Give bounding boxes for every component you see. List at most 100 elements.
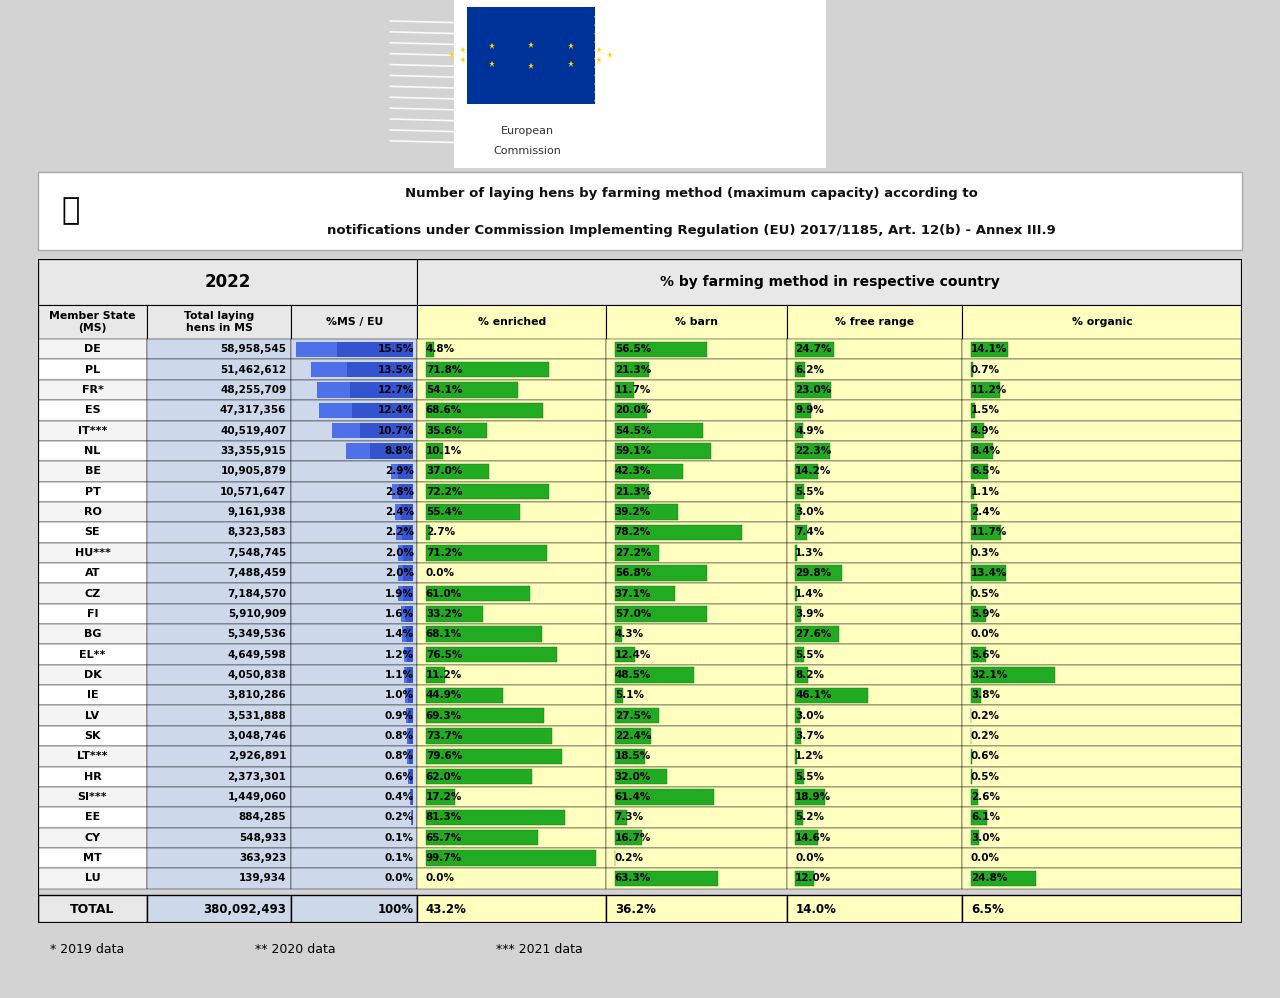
- Text: 0.5%: 0.5%: [970, 771, 1000, 781]
- Text: 0.6%: 0.6%: [385, 771, 413, 781]
- Bar: [38, 522, 147, 543]
- Bar: [38, 747, 147, 766]
- Text: 27.2%: 27.2%: [614, 548, 652, 558]
- Text: EE: EE: [84, 812, 100, 822]
- Text: 46.1%: 46.1%: [795, 691, 832, 701]
- Text: 0.0%: 0.0%: [970, 629, 1000, 640]
- Text: 12.4%: 12.4%: [614, 650, 652, 660]
- Bar: [404, 668, 412, 683]
- Bar: [403, 647, 412, 663]
- Bar: [614, 586, 675, 601]
- Bar: [417, 543, 607, 563]
- Bar: [398, 566, 412, 581]
- Bar: [404, 688, 408, 703]
- Bar: [147, 584, 291, 604]
- Bar: [291, 604, 417, 624]
- Bar: [426, 830, 538, 845]
- Bar: [38, 461, 147, 482]
- Bar: [426, 850, 596, 866]
- Bar: [38, 441, 147, 461]
- Text: 3.9%: 3.9%: [795, 609, 824, 619]
- Bar: [147, 304, 291, 339]
- Bar: [38, 895, 147, 923]
- Text: 0.7%: 0.7%: [970, 364, 1000, 374]
- Text: 54.1%: 54.1%: [426, 385, 462, 395]
- Bar: [291, 522, 417, 543]
- Text: 0.1%: 0.1%: [385, 853, 413, 863]
- Text: 55.4%: 55.4%: [426, 507, 462, 517]
- Text: 🐓: 🐓: [61, 197, 79, 226]
- Bar: [467, 7, 595, 104]
- Bar: [614, 789, 714, 804]
- Bar: [38, 685, 147, 706]
- Bar: [970, 606, 987, 622]
- Text: 24.7%: 24.7%: [795, 344, 832, 354]
- Bar: [347, 443, 370, 459]
- Text: 1.2%: 1.2%: [385, 650, 413, 660]
- Text: 20.0%: 20.0%: [614, 405, 652, 415]
- Bar: [38, 827, 147, 848]
- Bar: [291, 766, 417, 786]
- Bar: [787, 359, 963, 380]
- Bar: [607, 400, 787, 420]
- Text: SK: SK: [84, 731, 101, 741]
- Bar: [38, 645, 147, 665]
- Bar: [614, 443, 710, 459]
- Bar: [614, 341, 707, 357]
- Bar: [147, 380, 291, 400]
- Bar: [795, 362, 805, 377]
- Bar: [417, 895, 607, 923]
- Text: 37.0%: 37.0%: [426, 466, 462, 476]
- Bar: [963, 868, 1242, 888]
- Text: 5.6%: 5.6%: [970, 650, 1000, 660]
- Text: 2.9%: 2.9%: [385, 466, 413, 476]
- Bar: [607, 339, 787, 359]
- Bar: [417, 786, 607, 807]
- Bar: [426, 789, 456, 804]
- Text: 3,810,286: 3,810,286: [228, 691, 287, 701]
- Bar: [291, 807, 417, 827]
- Text: CZ: CZ: [84, 589, 101, 599]
- Bar: [291, 441, 417, 461]
- Text: 3.0%: 3.0%: [970, 832, 1000, 842]
- Bar: [963, 604, 1242, 624]
- Bar: [795, 566, 842, 581]
- Bar: [607, 624, 787, 645]
- Bar: [607, 895, 787, 923]
- Text: 21.3%: 21.3%: [614, 487, 652, 497]
- Bar: [401, 606, 404, 622]
- Bar: [963, 685, 1242, 706]
- Bar: [417, 747, 607, 766]
- Bar: [795, 688, 868, 703]
- Bar: [795, 668, 808, 683]
- Bar: [970, 668, 1055, 683]
- Bar: [38, 359, 147, 380]
- Text: 6.5%: 6.5%: [970, 903, 1004, 916]
- Bar: [291, 304, 417, 339]
- Bar: [787, 747, 963, 766]
- Bar: [970, 566, 1006, 581]
- Text: 40,519,407: 40,519,407: [220, 426, 287, 436]
- Bar: [795, 586, 797, 601]
- Text: Number of laying hens by farming method (maximum capacity) according to: Number of laying hens by farming method …: [404, 188, 978, 201]
- Bar: [787, 786, 963, 807]
- Bar: [607, 420, 787, 441]
- Bar: [614, 729, 652, 744]
- Text: 5,349,536: 5,349,536: [228, 629, 287, 640]
- Bar: [407, 729, 412, 744]
- Text: 1.0%: 1.0%: [385, 691, 413, 701]
- Text: 1.4%: 1.4%: [795, 589, 824, 599]
- Bar: [291, 482, 417, 502]
- Bar: [319, 402, 352, 418]
- Text: 24.8%: 24.8%: [970, 873, 1007, 883]
- Bar: [317, 382, 351, 398]
- Text: 2.0%: 2.0%: [385, 568, 413, 578]
- Text: 0.0%: 0.0%: [795, 853, 824, 863]
- Bar: [795, 789, 826, 804]
- Text: 43.2%: 43.2%: [426, 903, 467, 916]
- Bar: [795, 729, 801, 744]
- Bar: [614, 748, 645, 764]
- Text: 6.1%: 6.1%: [970, 812, 1000, 822]
- Bar: [787, 766, 963, 786]
- Bar: [426, 708, 544, 724]
